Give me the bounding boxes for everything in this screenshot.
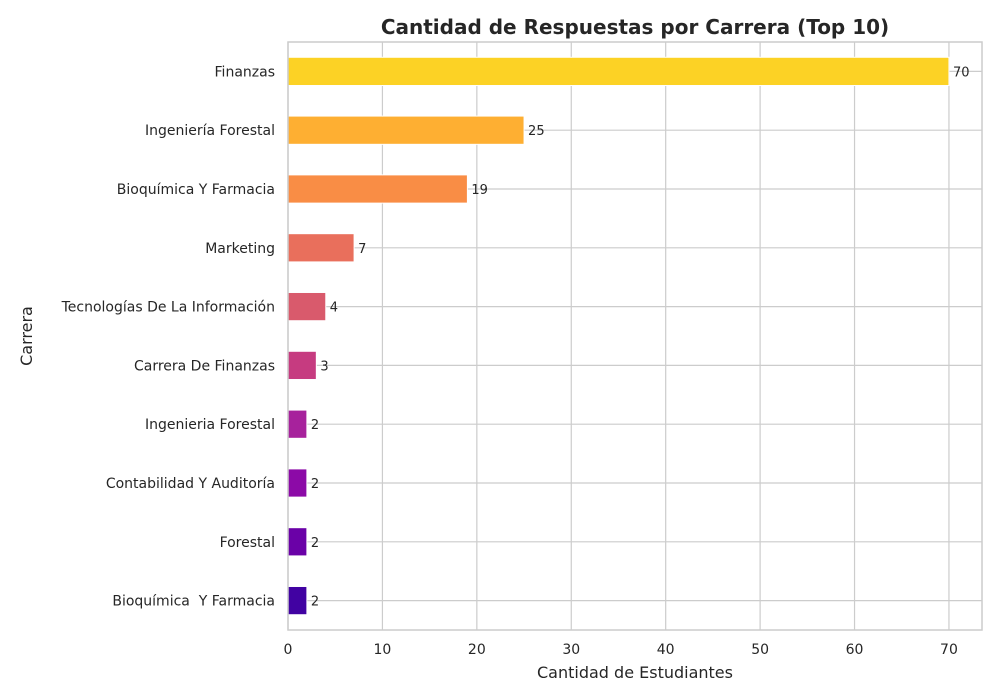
x-axis-label: Cantidad de Estudiantes [537,663,733,682]
bar [287,233,355,263]
data-label: 3 [320,359,328,374]
data-label: 7 [358,242,366,257]
y-tick-label: Contabilidad Y Auditoría [106,476,275,492]
data-label: 25 [528,124,545,139]
data-label: 2 [311,595,319,610]
plot-frame [287,41,983,631]
data-label: 70 [953,65,970,80]
data-label: 2 [311,536,319,551]
x-tick-label: 60 [846,642,864,658]
y-tick-label: Bioquímica Y Farmacia [112,594,275,610]
bars [287,56,950,616]
data-label: 19 [471,183,488,198]
bar [287,527,308,557]
x-tick-label: 70 [940,642,958,658]
bar [287,409,308,439]
y-tick-label: Ingeniería Forestal [145,123,275,139]
y-tick-label: Carrera De Finanzas [134,358,275,374]
y-tick-label: Bioquímica Y Farmacia [117,182,275,198]
bar [287,115,525,145]
y-tick-labels: Finanzas Ingeniería Forestal Bioquímica Y … [61,64,275,609]
x-tick-label: 30 [562,642,580,658]
chart-title: Cantidad de Respuestas por Carrera (Top … [381,15,889,39]
bar [287,174,468,204]
y-axis-label: Carrera [17,306,36,366]
y-tick-label: Tecnologías De La Información [61,300,275,316]
bar [287,585,308,616]
data-labels: 70 25 19 7 4 3 2 2 2 2 [311,65,970,609]
y-tick-label: Ingenieria Forestal [145,417,275,433]
x-tick-label: 50 [751,642,769,658]
y-tick-label: Finanzas [215,64,275,80]
y-gridlines [288,70,982,602]
bar [287,291,327,322]
x-tick-label: 10 [374,642,392,658]
data-label: 2 [311,418,319,433]
bar [287,350,317,381]
x-tick-label: 20 [468,642,486,658]
x-tick-label: 0 [284,642,293,658]
bar [287,468,308,498]
x-tick-label: 40 [657,642,675,658]
bar [287,56,950,87]
y-tick-label: Forestal [220,535,275,551]
y-tick-label: Marketing [205,241,275,257]
x-tick-labels: 0 10 20 30 40 50 60 70 [284,642,958,658]
data-label: 2 [311,477,319,492]
data-label: 4 [330,301,338,316]
